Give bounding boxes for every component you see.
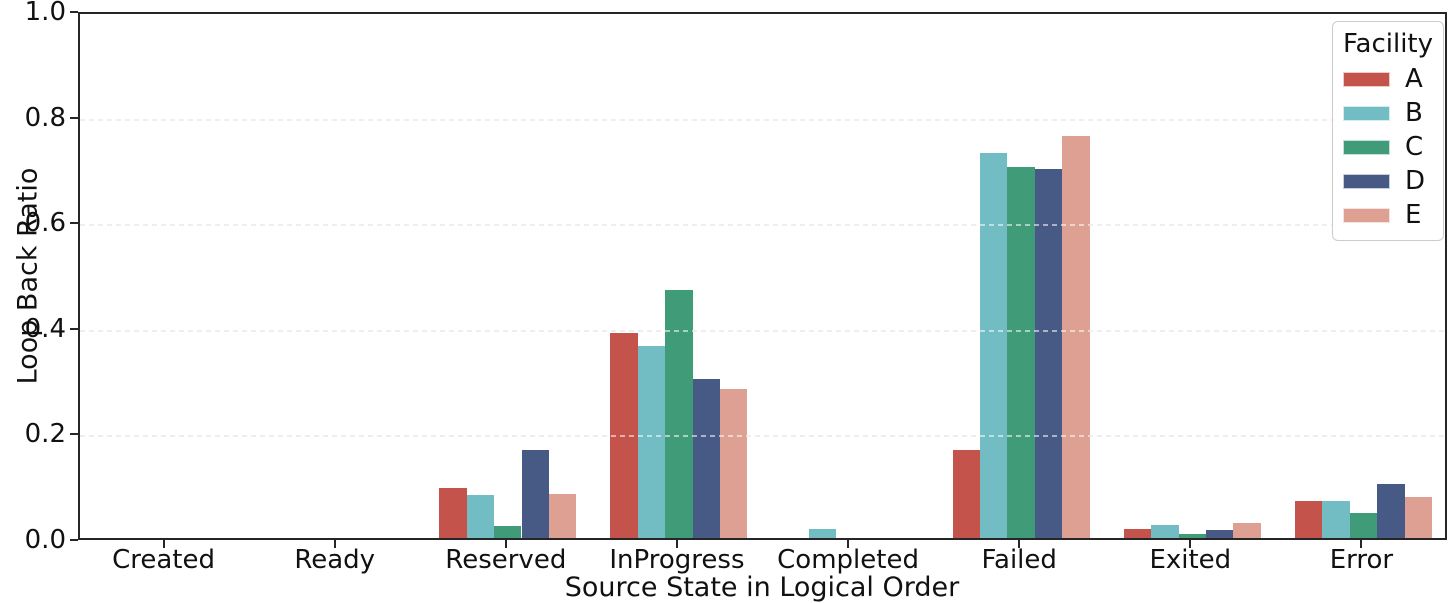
y-tick-mark	[70, 222, 78, 225]
legend-swatch-E	[1343, 207, 1390, 223]
x-tick-label-InProgress: InProgress	[609, 545, 745, 575]
legend-swatch-D	[1343, 173, 1390, 189]
y-tick-mark	[70, 433, 78, 436]
y-tick-mark	[70, 327, 78, 330]
legend-item-label: E	[1405, 200, 1422, 230]
y-tick-mark	[70, 11, 78, 13]
bar-Failed-E	[1062, 135, 1090, 538]
legend-item-B: B	[1333, 96, 1443, 130]
bar-Error-A	[1294, 500, 1323, 538]
bar-Exited-D	[1206, 530, 1234, 538]
bar-Reserved-B	[466, 495, 495, 538]
bar-Error-E	[1404, 496, 1432, 538]
x-tick-mark	[333, 540, 336, 548]
bar-Failed-B	[980, 152, 1008, 538]
x-axis-label: Source State in Logical Order	[564, 572, 960, 603]
x-tick-mark	[675, 540, 678, 548]
plot-area	[78, 12, 1447, 540]
x-tick-label-Completed: Completed	[777, 545, 919, 575]
y-tick-mark	[70, 539, 78, 541]
x-tick-mark	[1189, 540, 1192, 548]
y-tick-label-0.8: 0.8	[24, 102, 66, 133]
legend-swatch-C	[1343, 139, 1390, 155]
x-tick-label-Failed: Failed	[981, 545, 1057, 575]
bar-Failed-A	[952, 450, 981, 538]
legend-item-D: D	[1333, 164, 1443, 198]
bar-Failed-D	[1034, 168, 1063, 538]
x-tick-mark	[1360, 540, 1363, 548]
legend-title: Facility	[1342, 29, 1434, 59]
x-tick-label-Reserved: Reserved	[445, 545, 567, 575]
bar-Exited-A	[1123, 528, 1152, 538]
legend-item-A: A	[1333, 62, 1443, 96]
bar-Failed-C	[1007, 167, 1035, 538]
y-axis-label: Loop Back Ratio	[12, 167, 44, 385]
legend-swatch-A	[1343, 71, 1390, 87]
gridline-0.4	[80, 329, 1445, 332]
legend-item-label: A	[1405, 64, 1423, 94]
bar-Error-C	[1349, 512, 1378, 538]
bar-Completed-B	[808, 528, 837, 538]
bar-InProgress-A	[610, 332, 638, 538]
gridline-0.6	[80, 224, 1445, 227]
x-tick-mark	[1018, 540, 1021, 548]
x-tick-mark	[162, 540, 165, 548]
legend-item-E: E	[1333, 198, 1443, 232]
bar-InProgress-E	[720, 388, 748, 538]
bar-Reserved-E	[548, 494, 577, 538]
bar-Reserved-C	[494, 526, 522, 538]
y-tick-label-1.0: 1.0	[24, 0, 66, 27]
x-tick-mark	[847, 540, 850, 548]
bar-Reserved-A	[439, 488, 467, 538]
bar-Error-D	[1377, 483, 1405, 538]
bar-Reserved-D	[521, 450, 549, 538]
y-tick-mark	[70, 116, 78, 119]
bar-Exited-C	[1178, 533, 1206, 538]
x-tick-label-Exited: Exited	[1149, 545, 1232, 575]
bar-InProgress-B	[637, 346, 666, 538]
x-tick-label-Created: Created	[112, 545, 216, 575]
bar-Exited-E	[1233, 522, 1261, 538]
bar-InProgress-C	[665, 289, 693, 538]
legend-item-label: D	[1405, 166, 1426, 196]
y-tick-label-0.6: 0.6	[24, 208, 66, 239]
bar-Error-B	[1322, 500, 1350, 538]
gridline-0.8	[80, 118, 1445, 121]
x-tick-mark	[504, 540, 507, 548]
y-tick-label-0.2: 0.2	[24, 419, 66, 450]
legend-item-label: B	[1405, 98, 1423, 128]
bar-Exited-B	[1151, 525, 1179, 538]
x-tick-label-Ready: Ready	[294, 545, 376, 575]
legend-swatch-B	[1343, 105, 1390, 121]
y-tick-label-0.0: 0.0	[24, 525, 66, 555]
y-tick-label-0.4: 0.4	[24, 313, 66, 344]
gridline-0.2	[80, 435, 1445, 438]
bar-InProgress-D	[692, 378, 720, 538]
legend-item-C: C	[1333, 130, 1443, 164]
legend-item-label: C	[1405, 132, 1424, 162]
x-tick-label-Error: Error	[1329, 545, 1394, 575]
